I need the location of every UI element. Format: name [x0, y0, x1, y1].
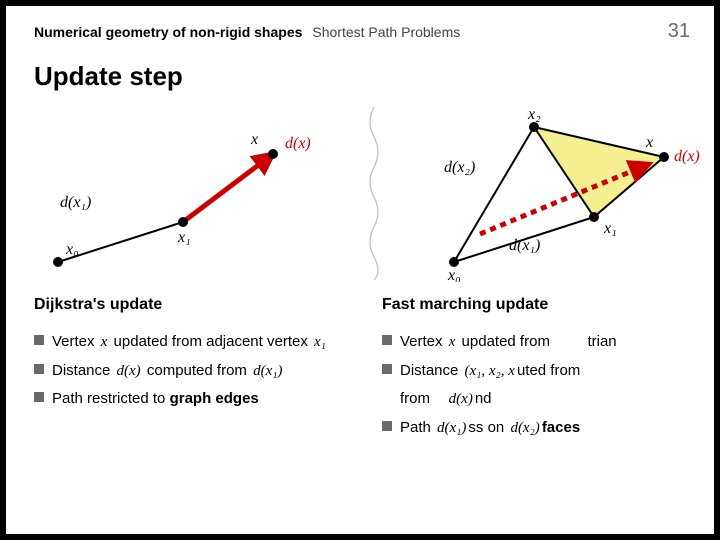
- svg-text:x: x: [645, 134, 653, 151]
- page-number: 31: [668, 20, 690, 43]
- svg-text:x₀: x₀: [447, 267, 461, 282]
- t: faces: [542, 419, 580, 436]
- dijkstra-diagram: x₀ x₁ x d(x) d(x₁): [28, 102, 348, 282]
- bullet-icon: [382, 421, 392, 431]
- t: Vertex: [400, 333, 443, 350]
- t: updated from adjacent vertex: [114, 333, 308, 350]
- bullet-text: Vertex x updated from adjacent vertex x₁: [52, 328, 342, 357]
- bullet-l0: Vertex x updated from adjacent vertex x₁: [34, 328, 342, 357]
- svg-text:d(x): d(x): [285, 135, 311, 152]
- slide-title: Update step: [34, 61, 690, 92]
- bullet-icon: [34, 392, 44, 402]
- bullet-icon: [34, 364, 44, 374]
- svg-text:d(x₁): d(x₁): [509, 237, 540, 254]
- slide: Numerical geometry of non-rigid shapes S…: [6, 6, 714, 534]
- col-right: Fast marching update Vertex x updated fr…: [382, 290, 690, 442]
- topic-name: Shortest Path Problems: [312, 24, 460, 40]
- svg-text:x₁: x₁: [603, 220, 617, 237]
- t: Path: [400, 419, 435, 436]
- formula-x: x: [447, 334, 458, 350]
- svg-text:d(x₂): d(x₂): [444, 159, 475, 176]
- bullet-icon: [382, 364, 392, 374]
- t: Distance: [52, 362, 110, 379]
- figure-right: x₀ x₁ x₂ x d(x) d(x₁) d(x₂): [384, 102, 714, 282]
- t: Path restricted to: [52, 390, 170, 407]
- svg-text:x₀: x₀: [65, 241, 79, 258]
- t-cut: trian: [587, 333, 616, 350]
- formula-dx2: d(x₂): [508, 420, 541, 436]
- formula-x: x: [99, 334, 110, 350]
- col-left: Dijkstra's update Vertex x updated from …: [34, 290, 342, 442]
- svg-text:x: x: [250, 131, 258, 148]
- bullet-l2: Path restricted to graph edges: [34, 385, 342, 414]
- bullet-r2: Path d(x₁)ss on d(x₂)faces: [382, 414, 690, 443]
- columns: Dijkstra's update Vertex x updated from …: [34, 290, 690, 442]
- t: nd: [475, 390, 492, 407]
- svg-text:d(x): d(x): [674, 148, 700, 165]
- bullet-text: Vertex x updated from trian: [400, 328, 690, 357]
- formula-dx: d(x): [447, 391, 475, 407]
- bullet-r1: Distance (x₁, x₂, xuted from from d(x)nd: [382, 357, 690, 414]
- t: computed from: [147, 362, 247, 379]
- t: ss on: [468, 419, 504, 436]
- bullet-icon: [382, 335, 392, 345]
- formula-x1: x₁: [312, 334, 328, 350]
- bullet-text: Path restricted to graph edges: [52, 385, 342, 414]
- fastmarching-diagram: x₀ x₁ x₂ x d(x) d(x₁) d(x₂): [384, 102, 714, 282]
- header: Numerical geometry of non-rigid shapes S…: [34, 20, 690, 43]
- course-name: Numerical geometry of non-rigid shapes: [34, 24, 302, 40]
- divider-squiggle: [364, 102, 384, 282]
- bullet-text: Path d(x₁)ss on d(x₂)faces: [400, 414, 690, 443]
- subheading-right: Fast marching update: [382, 290, 690, 320]
- t: updated from: [462, 333, 550, 350]
- formula-dx1: d(x₁): [435, 420, 468, 436]
- svg-text:x₂: x₂: [527, 106, 541, 123]
- t: uted from: [517, 362, 580, 379]
- formula-dx: d(x): [115, 363, 143, 379]
- subheading-left: Dijkstra's update: [34, 290, 342, 320]
- bullet-text: Distance d(x) computed from d(x₁): [52, 357, 342, 386]
- t: Distance: [400, 362, 458, 379]
- svg-text:d(x₁): d(x₁): [60, 194, 91, 211]
- t: Vertex: [52, 333, 95, 350]
- figures-area: x₀x₁xd(x)d(x₁) x₀x₁x₂xd(x)d(x₁)d(x₂): [34, 102, 690, 282]
- bullet-r0: Vertex x updated from trian: [382, 328, 690, 357]
- formula-dx1: d(x₁): [251, 363, 284, 379]
- bullet-icon: [34, 335, 44, 345]
- formula-tri: (x₁, x₂, x: [463, 363, 517, 379]
- svg-text:x₁: x₁: [177, 229, 191, 246]
- t: graph edges: [170, 390, 259, 407]
- figure-left: x₀ x₁ x d(x) d(x₁): [28, 102, 348, 282]
- bullet-l1: Distance d(x) computed from d(x₁): [34, 357, 342, 386]
- bullet-text: Distance (x₁, x₂, xuted from from d(x)nd: [400, 357, 690, 414]
